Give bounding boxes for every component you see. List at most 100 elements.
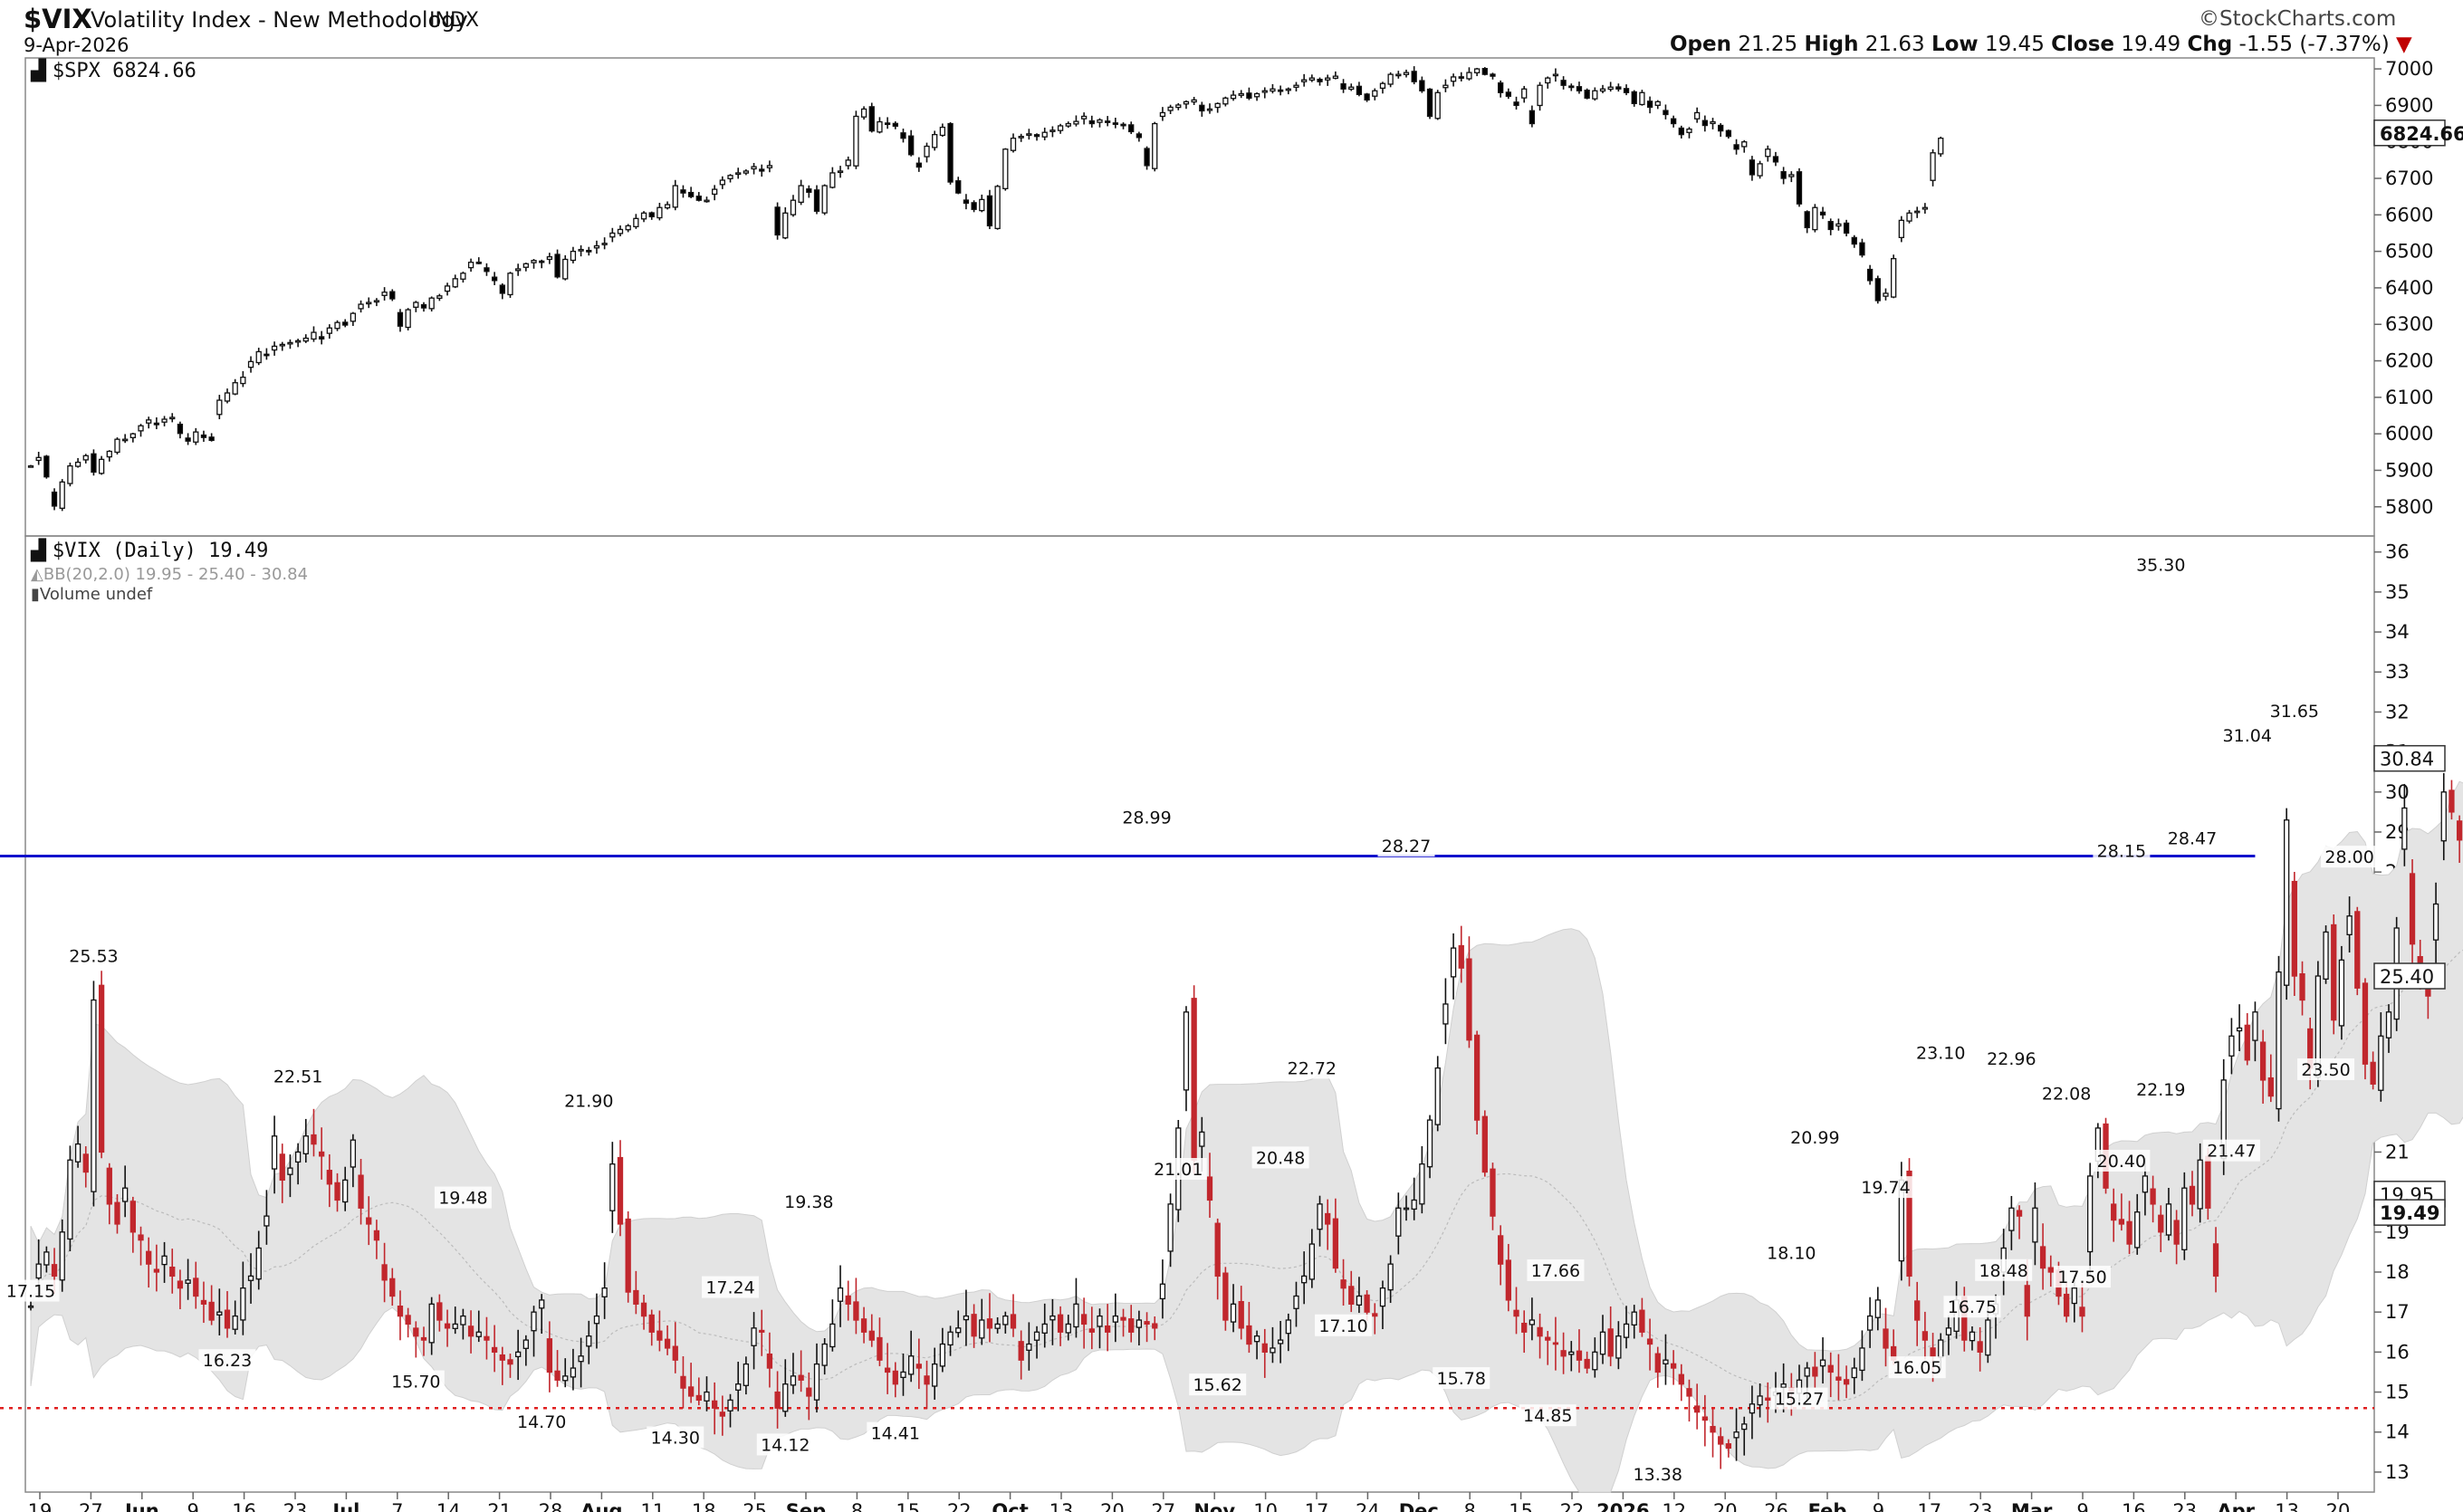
candle-body <box>232 382 238 395</box>
candle-body <box>420 303 427 309</box>
candle-body <box>947 1331 954 1346</box>
chart-type-icon[interactable]: ▟ <box>31 540 46 562</box>
candle <box>1238 1286 1244 1340</box>
candle-body <box>1253 92 1260 98</box>
candle-body <box>1725 129 1732 138</box>
value-annotation: 22.96 <box>1987 1049 2036 1069</box>
candle <box>1426 88 1433 120</box>
candle-body <box>2236 1027 2243 1032</box>
value-annotation-bg <box>1149 1157 1207 1180</box>
candle-body <box>1891 258 1897 298</box>
candle <box>640 211 647 223</box>
candle <box>287 339 293 349</box>
candle <box>2047 1255 2054 1287</box>
candle <box>727 174 733 183</box>
candle-body <box>106 1167 112 1205</box>
candle-body <box>161 418 168 423</box>
candle-body <box>342 321 349 326</box>
candle-body <box>200 1299 207 1305</box>
spx-candles <box>27 66 1944 512</box>
candle-body <box>554 254 561 278</box>
candle <box>1891 254 1897 299</box>
candle-body <box>915 1364 922 1369</box>
candle <box>350 311 357 326</box>
chart-type-icon[interactable]: ▟ <box>31 60 46 82</box>
candle-body <box>1403 72 1410 75</box>
candle-body <box>2008 1207 2015 1231</box>
candle-body <box>428 1303 435 1344</box>
brand-link[interactable]: ©StockCharts.com <box>2199 7 2397 31</box>
candle <box>1120 1308 1126 1337</box>
candle-body <box>326 327 332 334</box>
candle <box>1159 1259 1166 1319</box>
candle <box>153 416 160 430</box>
candle <box>1631 1305 1637 1339</box>
candle <box>1552 68 1559 82</box>
bollinger-band <box>30 780 2463 1493</box>
candle <box>247 1253 254 1304</box>
candle-body <box>1859 1347 1865 1372</box>
candle <box>2267 1054 2274 1103</box>
candle <box>782 206 789 240</box>
candle-body <box>475 1331 482 1337</box>
candle-body <box>1835 1376 1842 1381</box>
candle <box>122 1165 129 1218</box>
candle-body <box>366 301 372 305</box>
candle <box>342 1166 349 1211</box>
candle-body <box>1230 1303 1237 1323</box>
candle-body <box>1718 1436 1724 1445</box>
candle-body <box>1317 79 1323 82</box>
candle <box>169 1249 176 1294</box>
bb-icon[interactable]: ◭ <box>31 565 43 584</box>
candle <box>1183 1006 1190 1112</box>
candle <box>593 1293 600 1349</box>
candle-body <box>1545 77 1551 84</box>
candle <box>790 195 797 217</box>
candle-body <box>845 1295 851 1305</box>
candle-body <box>1301 79 1308 82</box>
candle-body <box>491 1346 498 1354</box>
candle <box>1819 1337 1826 1384</box>
candle-body <box>586 249 592 253</box>
candle <box>570 1348 577 1391</box>
candle <box>1261 1328 1268 1378</box>
candle <box>1694 1383 1701 1430</box>
candle-body <box>1128 124 1135 133</box>
vix-y-tick-label: 18 <box>2385 1261 2410 1283</box>
candle <box>570 246 577 263</box>
candle-body <box>255 1247 262 1280</box>
candle <box>1340 1258 1347 1306</box>
candle <box>735 1362 742 1412</box>
candle-body <box>405 1315 411 1325</box>
candle-body <box>334 1182 340 1201</box>
candle-body <box>687 1386 695 1397</box>
candle-body <box>2158 1214 2164 1233</box>
candle <box>185 433 191 445</box>
candle <box>98 455 105 475</box>
candle <box>947 121 954 185</box>
candle <box>695 1377 702 1406</box>
candle-body <box>334 321 340 330</box>
candle-body <box>1584 1358 1590 1369</box>
spx-y-tick-label: 6500 <box>2385 241 2433 263</box>
candle-body <box>1945 1327 1952 1335</box>
candle-body <box>578 1355 584 1363</box>
candle-body <box>1136 1319 1143 1328</box>
candle <box>1521 85 1528 103</box>
candle-body <box>806 1387 812 1397</box>
candle <box>224 1291 231 1338</box>
candle <box>1505 1243 1511 1312</box>
candle <box>892 121 898 129</box>
candle <box>452 1306 458 1335</box>
candle <box>342 319 349 328</box>
candle <box>1498 80 1504 98</box>
volume-icon[interactable]: ▮ <box>31 585 40 604</box>
candle <box>877 1317 883 1366</box>
candle <box>499 1346 505 1385</box>
candle-body <box>452 1323 458 1329</box>
value-annotation: 20.48 <box>1256 1148 1305 1168</box>
candle-body <box>177 423 184 435</box>
candle-body <box>444 285 451 292</box>
candle-body <box>1552 1342 1559 1345</box>
